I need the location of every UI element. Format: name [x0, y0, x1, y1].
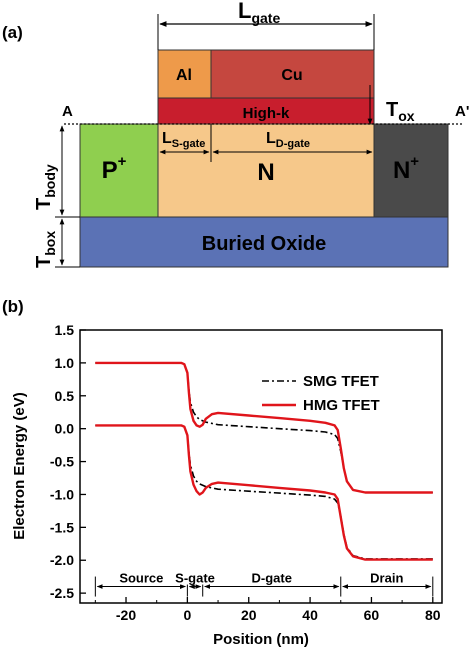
- legend-label-smg: SMG TFET: [303, 373, 379, 390]
- panel-b: (b) -20 0 20 40 60 80 1.5 1.0 0.5 0.0 -0.5 -1.0 -1.5…: [2, 297, 443, 648]
- p-plus-region: [79, 123, 159, 218]
- region-markers: Source S-gate D-gate Drain: [94, 570, 434, 597]
- p-plus-label: P+: [102, 153, 127, 184]
- al-gate-label: Al: [176, 67, 192, 84]
- high-k-label: High-k: [243, 105, 290, 122]
- region-label-bg: [169, 570, 221, 585]
- y-tick-label: -2.0: [50, 552, 74, 568]
- region-label-bg: [115, 570, 168, 585]
- x-tick-label: 0: [183, 607, 191, 623]
- axis-ticks: -20 0 20 40 60 80 1.5 1.0 0.5 0.0 -0.5 -1.0 -1.5 -2.0…: [50, 322, 441, 623]
- cu-gate-label: Cu: [281, 67, 302, 84]
- x-axis-label: Position (nm): [213, 631, 309, 648]
- l-d-gate-label: LD-gate: [266, 130, 310, 150]
- y-axis-label: Electron Energy (eV): [11, 392, 28, 540]
- plot-frame: [79, 329, 443, 604]
- curve-smg-tfet-band-0: [95, 362, 433, 494]
- y-tick-label: 1.5: [55, 322, 75, 338]
- y-tick-label: -0.5: [50, 454, 74, 470]
- region-label: S-gate: [175, 571, 215, 586]
- y-tick-label: 0.0: [55, 421, 75, 437]
- y-tick-label: 0.5: [55, 388, 75, 404]
- region-label: Source: [119, 571, 163, 586]
- curve-hmg-tfet-band-0: [95, 361, 433, 494]
- band-curves: [95, 361, 433, 561]
- al-gate-region: [157, 49, 212, 99]
- region-label: Drain: [370, 571, 403, 586]
- cu-gate-region: [210, 49, 375, 99]
- x-tick-label: 20: [241, 607, 257, 623]
- x-tick-label: 80: [425, 607, 441, 623]
- region-label: D-gate: [252, 571, 292, 586]
- legend-label-hmg: HMG TFET: [303, 397, 380, 414]
- buried-oxide-label: Buried Oxide: [202, 233, 326, 255]
- n-plus-label: N+: [393, 153, 419, 184]
- y-tick-label: 1.0: [55, 355, 75, 371]
- x-tick-label: 40: [302, 607, 318, 623]
- t-body-label: Tbody: [33, 164, 58, 210]
- y-tick-label: -1.0: [50, 486, 74, 502]
- buried-oxide-region: [79, 216, 449, 268]
- curve-hmg-tfet-band-1: [95, 424, 433, 561]
- panel-b-label: (b): [2, 297, 24, 316]
- region-label-bg: [364, 570, 409, 585]
- t-ox-label: Tox: [386, 99, 415, 124]
- cut-label-right: A': [455, 103, 469, 120]
- y-tick-label: -2.5: [50, 585, 74, 601]
- n-plus-region: [373, 123, 449, 218]
- x-tick-label: -20: [116, 607, 136, 623]
- region-label-bg: [245, 570, 298, 585]
- panel-a-label: (a): [2, 23, 23, 42]
- legend: SMG TFET HMG TFET: [262, 373, 380, 414]
- l-s-gate-label: LS-gate: [162, 130, 205, 150]
- x-tick-label: 60: [364, 607, 380, 623]
- l-gate-label: Lgate: [238, 0, 280, 26]
- t-box-label: Tbox: [33, 231, 58, 268]
- n-channel-label: N: [257, 159, 274, 186]
- panel-a: (a) Buried Oxide P+ N N+ High-k Al Cu A …: [2, 0, 469, 268]
- cut-label-left: A: [62, 103, 73, 120]
- y-tick-label: -1.5: [50, 519, 74, 535]
